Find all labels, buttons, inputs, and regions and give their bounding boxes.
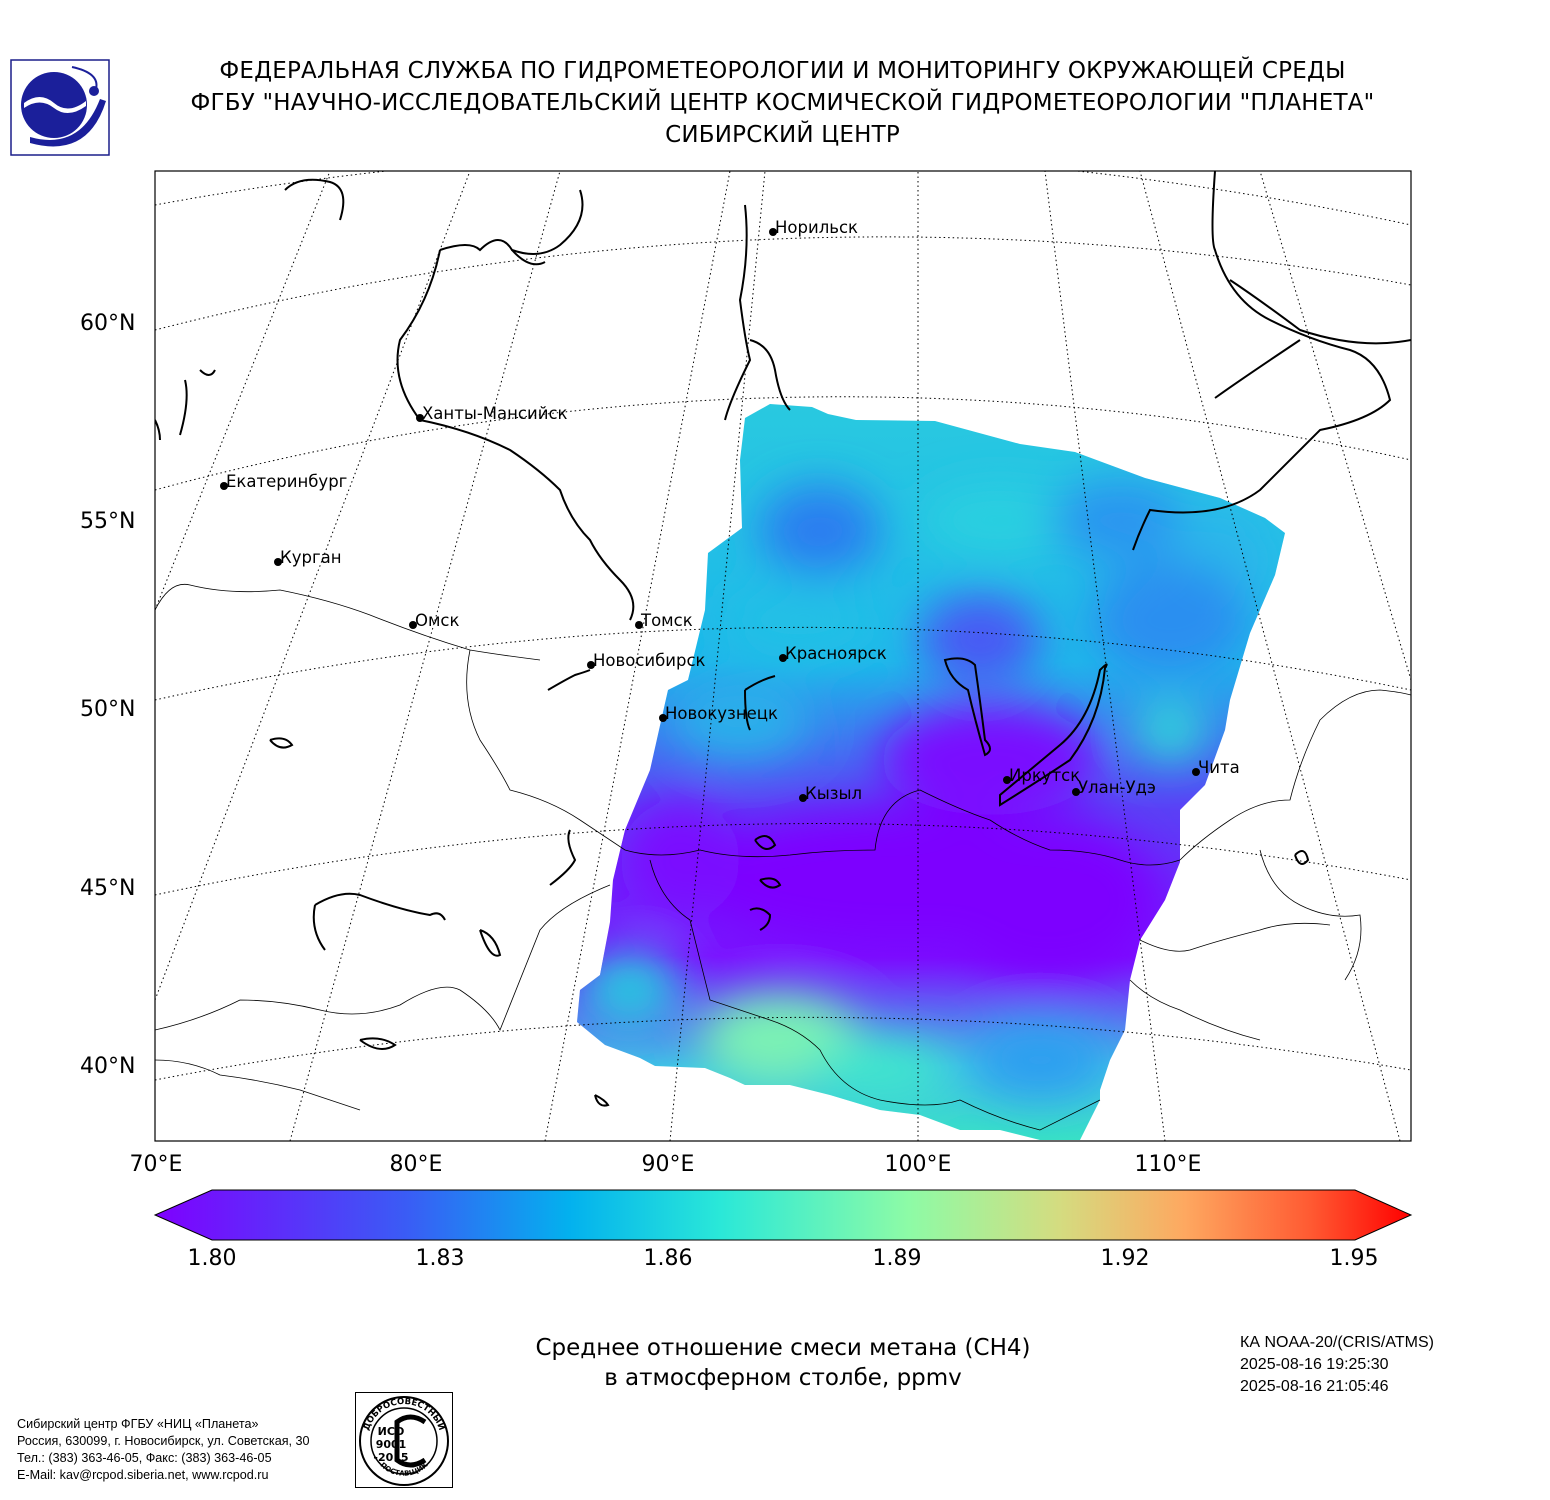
satellite-name: КА NOAA-20/(CRIS/ATMS) xyxy=(1240,1334,1434,1351)
footer-line-1: Сибирский центр ФГБУ «НИЦ «Планета» xyxy=(17,1417,259,1431)
satellite-time-end: 2025-08-16 21:05:46 xyxy=(1240,1378,1389,1395)
city-marker xyxy=(274,558,282,566)
city-label: Улан-Удэ xyxy=(1078,778,1156,797)
city-label: Екатеринбург xyxy=(226,472,348,491)
lon-label-90: 90°E xyxy=(641,1152,695,1177)
city-label: Новокузнецк xyxy=(665,704,778,723)
city-label: Омск xyxy=(415,611,460,630)
city-marker xyxy=(635,621,643,629)
lat-label-45: 45°N xyxy=(80,876,136,901)
city-label: Томск xyxy=(641,611,693,630)
city-label: Новосибирск xyxy=(593,651,706,670)
city-tomsk: Томск xyxy=(635,611,693,630)
iso-l2: 9001 xyxy=(376,1438,407,1451)
iso-l1: ИСО xyxy=(378,1425,405,1438)
header-line-3: СИБИРСКИЙ ЦЕНТР xyxy=(665,122,900,148)
lon-label-70: 70°E xyxy=(129,1152,183,1177)
city-marker xyxy=(1003,776,1011,784)
city-kurgan: Курган xyxy=(274,548,342,567)
map-frame xyxy=(154,170,1412,1142)
footer-line-2: Россия, 630099, г. Новосибирск, ул. Сове… xyxy=(17,1434,310,1448)
graticule xyxy=(155,171,1411,1141)
city-marker xyxy=(587,661,595,669)
city-marker xyxy=(799,794,807,802)
rivers xyxy=(155,171,1411,621)
city-kyzyl: Кызыл xyxy=(799,784,863,803)
city-marker xyxy=(409,621,417,629)
colorbar xyxy=(153,1189,1413,1241)
city-marker xyxy=(779,654,787,662)
colorbar-tick-1-86: 1.86 xyxy=(643,1246,693,1271)
city-label: Красноярск xyxy=(785,644,887,663)
iso-l3: -2015 xyxy=(373,1451,408,1464)
city-label: Норильск xyxy=(775,218,859,237)
colorbar-tick-1-92: 1.92 xyxy=(1100,1246,1150,1271)
city-label: Иркутск xyxy=(1009,766,1081,785)
satellite-info: КА NOAA-20/(CRIS/ATMS) 2025-08-16 19:25:… xyxy=(1240,1332,1434,1398)
lon-label-80: 80°E xyxy=(389,1152,443,1177)
lat-label-60: 60°N xyxy=(80,311,136,336)
planeta-logo-icon xyxy=(10,59,110,156)
city-novokuznetsk: Новокузнецк xyxy=(659,704,778,723)
header-line-2: ФГБУ "НАУЧНО-ИССЛЕДОВАТЕЛЬСКИЙ ЦЕНТР КОС… xyxy=(190,90,1375,116)
caption-line-2: в атмосферном столбе, ppmv xyxy=(604,1365,962,1391)
iso-stamp-icon: ДОБРОСОВЕСТНЫЙ ПОСТАВЩИК ИСО 9001 -2015 xyxy=(355,1392,453,1488)
colorbar-tick-1-83: 1.83 xyxy=(415,1246,465,1271)
lon-label-100: 100°E xyxy=(884,1152,952,1177)
footer-line-3: Тел.: (383) 363-46-05, Факс: (383) 363-4… xyxy=(17,1451,272,1465)
map-caption: Среднее отношение смеси метана (CH4) в а… xyxy=(513,1333,1053,1393)
city-label: Ханты-Мансийск xyxy=(422,404,568,423)
city-khanty-mansiysk: Ханты-Мансийск xyxy=(416,404,568,423)
colorbar-tick-1-95: 1.95 xyxy=(1329,1246,1379,1271)
caption-line-1: Среднее отношение смеси метана (CH4) xyxy=(535,1335,1031,1361)
lakes xyxy=(269,657,1310,1107)
borders xyxy=(155,583,1411,1131)
header-line-1: ФЕДЕРАЛЬНАЯ СЛУЖБА ПО ГИДРОМЕТЕОРОЛОГИИ … xyxy=(219,58,1346,84)
city-marker xyxy=(1072,788,1080,796)
city-marker xyxy=(220,482,228,490)
city-irkutsk: Иркутск xyxy=(1003,766,1081,785)
footer-contacts: Сибирский центр ФГБУ «НИЦ «Планета» Росс… xyxy=(17,1416,310,1484)
lat-label-40: 40°N xyxy=(80,1054,136,1079)
city-krasnoyarsk: Красноярск xyxy=(779,644,887,663)
lat-label-50: 50°N xyxy=(80,697,136,722)
city-marker xyxy=(416,414,424,422)
city-ekaterinburg: Екатеринбург xyxy=(220,472,348,491)
lat-label-55: 55°N xyxy=(80,509,136,534)
lon-label-110: 110°E xyxy=(1134,1152,1202,1177)
city-label: Кызыл xyxy=(805,784,863,803)
colorbar-tick-1-89: 1.89 xyxy=(872,1246,922,1271)
city-norilsk: Норильск xyxy=(769,218,859,237)
ch4-swath xyxy=(577,404,1285,1140)
city-omsk: Омск xyxy=(409,611,460,630)
city-marker xyxy=(1192,768,1200,776)
city-label: Курган xyxy=(280,548,342,567)
city-marker xyxy=(769,228,777,236)
satellite-time-start: 2025-08-16 19:25:30 xyxy=(1240,1356,1389,1373)
footer-line-4: E-Mail: kav@rcpod.siberia.net, www.rcpod… xyxy=(17,1468,269,1482)
city-novosibirsk: Новосибирск xyxy=(587,651,706,670)
colorbar-tick-1-80: 1.80 xyxy=(187,1246,237,1271)
city-marker xyxy=(659,714,667,722)
city-label: Чита xyxy=(1198,758,1240,777)
city-ulan-ude: Улан-Удэ xyxy=(1072,778,1156,797)
city-chita: Чита xyxy=(1192,758,1240,777)
